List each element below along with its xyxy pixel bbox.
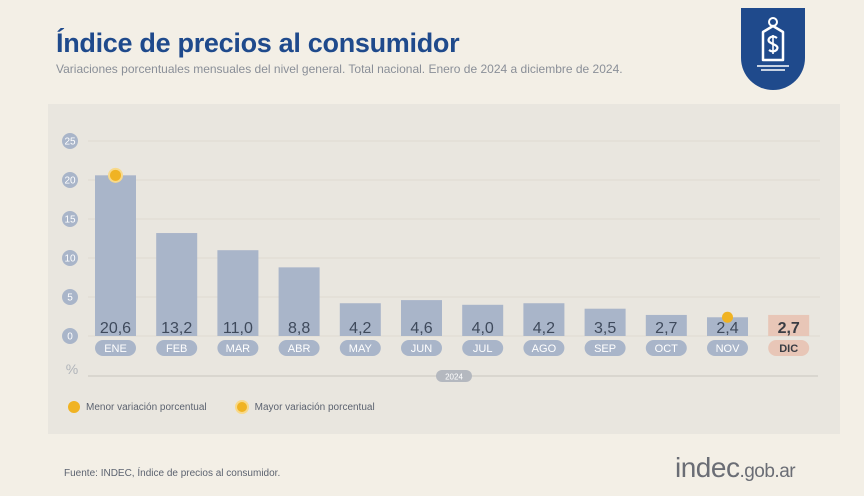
bar-value-label: 4,0 — [472, 320, 494, 337]
bar-feb — [156, 233, 198, 336]
bar-may — [339, 303, 381, 336]
legend-item-min: Menor variación porcentual — [68, 401, 207, 413]
y-axis-unit-label: % — [66, 361, 78, 377]
category-pill — [523, 340, 565, 356]
category-pill — [401, 340, 442, 356]
page-subtitle: Variaciones porcentuales mensuales del n… — [56, 62, 623, 76]
y-tick-label: 25 — [64, 137, 76, 148]
category-label: MAR — [226, 343, 251, 355]
bar-value-label: 2,7 — [655, 320, 677, 337]
category-pill — [339, 340, 381, 356]
bar-value-label: 11,0 — [223, 320, 253, 337]
y-tick-badge — [62, 289, 78, 305]
indec-logo-badge — [741, 8, 805, 90]
y-tick-label: 20 — [64, 176, 76, 187]
y-tick-badge — [62, 328, 78, 344]
brand-suffix: .gob.ar — [739, 461, 796, 482]
category-pill — [278, 340, 320, 356]
bar-value-label: 4,6 — [410, 320, 432, 337]
category-label: JUN — [411, 343, 432, 355]
bar-value-label: 3,5 — [594, 320, 616, 337]
category-pill — [462, 340, 504, 356]
bar-ene — [95, 175, 136, 336]
category-pill — [217, 340, 259, 356]
category-label: NOV — [716, 343, 741, 355]
y-tick-badge — [62, 250, 78, 266]
max-marker — [110, 169, 121, 181]
category-pill — [95, 340, 136, 356]
bar-oct — [645, 314, 687, 336]
y-tick-label: 0 — [67, 332, 73, 343]
dollar-tag-icon — [757, 17, 789, 71]
bar-value-label: 2,4 — [716, 320, 738, 337]
brand-main: indec — [675, 452, 740, 483]
legend-label-min: Menor variación porcentual — [86, 401, 207, 413]
bar-abr — [278, 267, 320, 336]
category-pill — [156, 340, 198, 356]
category-label: ENE — [104, 343, 127, 355]
category-pill — [645, 340, 687, 356]
category-pill — [707, 340, 748, 356]
legend-label-max: Mayor variación porcentual — [254, 401, 375, 413]
bar-dic — [768, 314, 810, 336]
category-label: SEP — [594, 343, 616, 355]
brand-logo-text: indec.gob.ar — [675, 452, 796, 484]
category-pill — [584, 340, 626, 356]
y-tick-label: 5 — [67, 293, 73, 304]
bar-value-label: 13,2 — [161, 320, 192, 337]
bar-mar — [217, 250, 259, 336]
legend-item-max: Mayor variación porcentual — [234, 400, 375, 414]
category-label: FEB — [166, 343, 187, 355]
category-label: MAY — [349, 343, 373, 355]
max-marker-icon — [234, 400, 249, 414]
bar-ago — [523, 303, 565, 336]
category-label: JUL — [473, 343, 493, 355]
y-tick-badge — [62, 172, 78, 188]
bar-jul — [462, 304, 504, 336]
bar-value-label: 2,7 — [778, 320, 800, 337]
min-marker-icon — [68, 401, 80, 413]
category-label: DIC — [779, 343, 798, 355]
y-tick-label: 15 — [64, 215, 76, 226]
source-note: Fuente: INDEC, Índice de precios al cons… — [64, 468, 281, 479]
y-tick-badge — [62, 133, 78, 149]
page-title: Índice de precios al consumidor — [56, 28, 460, 58]
y-tick-badge — [62, 211, 78, 227]
category-label: AGO — [532, 343, 557, 355]
category-label: OCT — [655, 343, 679, 355]
bar-value-label: 4,2 — [533, 320, 555, 337]
year-badge — [436, 370, 472, 382]
bar-value-label: 20,6 — [100, 320, 131, 337]
bar-value-label: 8,8 — [288, 320, 310, 337]
bar-sep — [584, 308, 626, 336]
year-label: 2024 — [445, 373, 463, 382]
y-tick-label: 10 — [64, 254, 76, 265]
category-pill — [768, 340, 810, 356]
category-label: ABR — [288, 343, 311, 355]
min-marker — [722, 311, 733, 323]
bar-nov — [707, 317, 748, 336]
bar-value-label: 4,2 — [349, 320, 371, 337]
bar-jun — [401, 300, 442, 336]
legend: Menor variación porcentual Mayor variaci… — [68, 400, 375, 414]
